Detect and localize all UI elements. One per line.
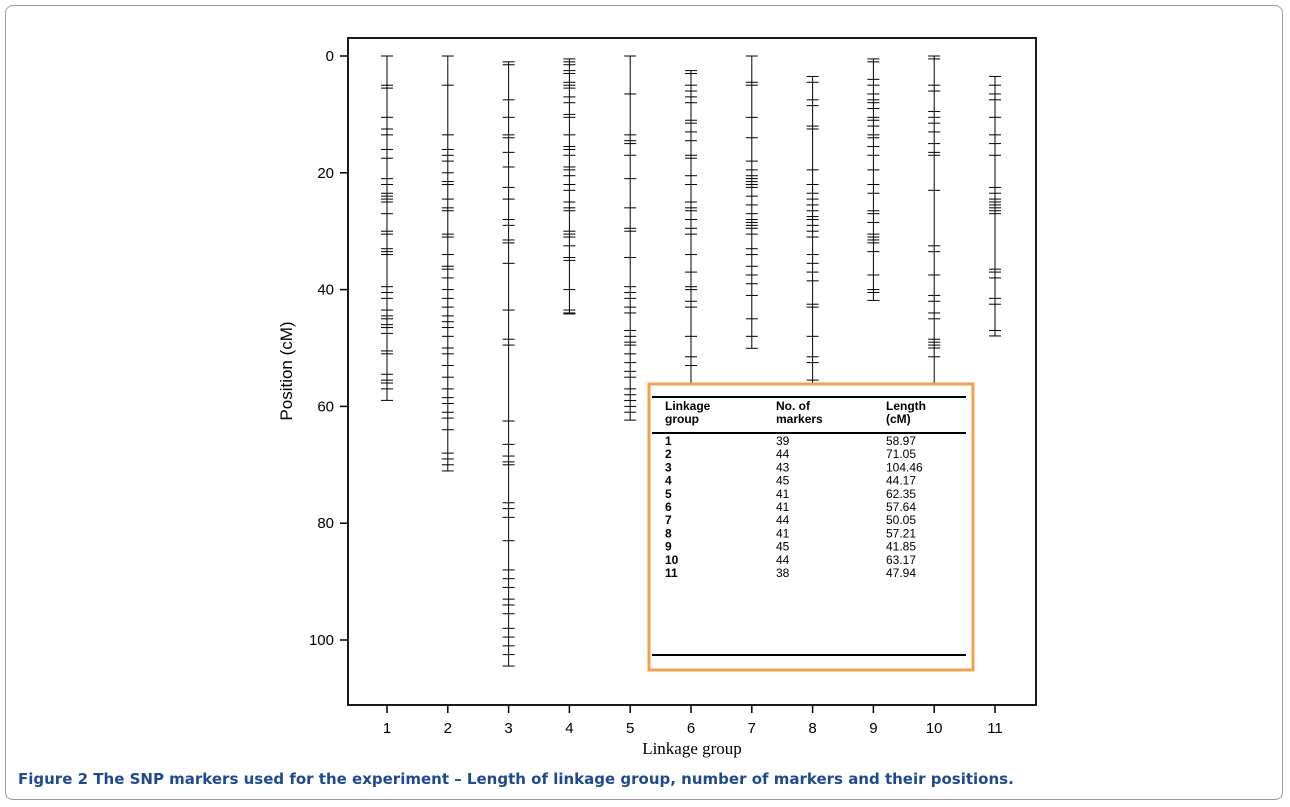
table-cell: 62.35 (886, 487, 916, 501)
x-tick-label: 3 (504, 720, 512, 737)
table-cell: 9 (665, 540, 672, 554)
table-cell: 47.94 (886, 566, 916, 580)
table-cell: 11 (665, 566, 678, 580)
table-header-cell: Length (886, 399, 926, 413)
x-tick-label: 1 (383, 720, 391, 737)
linkage-group-11 (989, 75, 1001, 337)
table-cell: 41 (776, 500, 790, 514)
y-tick-label: 80 (317, 515, 334, 532)
x-tick-label: 9 (869, 720, 877, 737)
table-cell: 44 (776, 553, 790, 567)
x-axis: 1 2 3 4 5 6 7 8 9 10 11 (383, 705, 1003, 737)
x-tick-label: 6 (687, 720, 695, 737)
table-header-cell: (cM) (886, 412, 911, 426)
table-cell: 6 (665, 500, 672, 514)
y-axis-label: Position (cM) (277, 321, 296, 420)
y-tick-label: 0 (326, 48, 334, 65)
caption-label: Figure 2 (18, 770, 89, 788)
figure-frame (5, 5, 1283, 800)
figure-caption: Figure 2 The SNP markers used for the ex… (18, 770, 1268, 788)
x-tick-label: 7 (748, 720, 756, 737)
linkage-group-8 (806, 75, 819, 391)
table-cell: 39 (776, 434, 790, 448)
table-cell: 63.17 (886, 553, 916, 567)
table-cell: 71.05 (886, 447, 916, 461)
plot-area (347, 37, 1037, 706)
linkage-group-9 (867, 58, 880, 301)
x-tick-label: 4 (565, 720, 573, 737)
table-cell: 7 (665, 513, 672, 527)
y-axis: 0 20 40 60 80 100 (309, 48, 348, 649)
x-tick-label: 8 (808, 720, 816, 737)
x-tick-label: 2 (444, 720, 452, 737)
table-header-cell: group (665, 412, 699, 426)
table-cell: 8 (665, 526, 672, 540)
table-header-cell: markers (776, 412, 823, 426)
linkage-group-6 (685, 70, 697, 394)
table-cell: 43 (776, 460, 790, 474)
table-cell: 104.46 (886, 460, 923, 474)
table-cell: 44.17 (886, 474, 916, 488)
table-cell: 2 (665, 447, 672, 461)
linkage-group-10 (928, 55, 941, 426)
table-cell: 44 (776, 447, 790, 461)
table-cell: 50.05 (886, 513, 916, 527)
table-header-cell: Linkage (665, 399, 711, 413)
y-tick-label: 40 (317, 282, 334, 299)
table-cell: 3 (665, 460, 672, 474)
x-tick-label: 11 (987, 720, 1003, 737)
table-cell: 1 (665, 434, 672, 448)
table-cell: 41 (776, 487, 790, 501)
table-cell: 58.97 (886, 434, 916, 448)
linkage-group-7 (745, 55, 758, 349)
table-cell: 4 (665, 474, 672, 488)
table-cell: 57.64 (886, 500, 916, 514)
caption-text: The SNP markers used for the experiment … (93, 770, 1014, 788)
linkage-group-3 (502, 61, 515, 667)
linkage-group-1 (381, 55, 393, 401)
table-cell: 41 (776, 526, 790, 540)
table-cell: 5 (665, 487, 672, 501)
x-tick-label: 5 (626, 720, 634, 737)
table-cell: 45 (776, 540, 790, 554)
table-cell: 44 (776, 513, 790, 527)
x-tick-label: 10 (926, 720, 943, 737)
table-cell: 57.21 (886, 526, 916, 540)
y-tick-label: 20 (317, 165, 334, 182)
table-header-cell: No. of (776, 399, 811, 413)
y-tick-label: 100 (309, 632, 334, 649)
linkage-group-4 (563, 58, 576, 315)
x-axis-label: Linkage group (642, 739, 742, 758)
table-border (647, 382, 975, 672)
linkage-groups (381, 55, 1001, 667)
linkage-group-5 (624, 55, 637, 421)
table-cell: 38 (776, 566, 790, 580)
table-cell: 10 (665, 553, 679, 567)
table-cell: 41.85 (886, 540, 916, 554)
linkage-group-2 (441, 55, 454, 472)
y-tick-label: 60 (317, 398, 334, 415)
table-cell: 45 (776, 474, 790, 488)
